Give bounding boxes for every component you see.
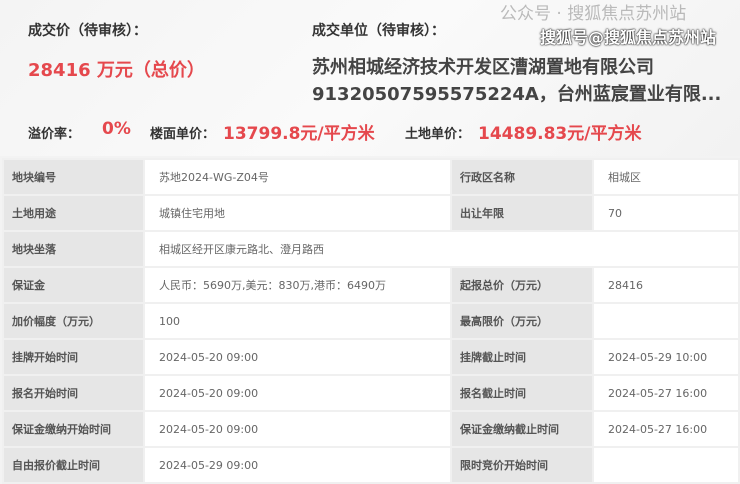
field-label: 最高限价（万元） bbox=[450, 302, 594, 340]
price-value: 28416 万元（总价） bbox=[28, 60, 205, 81]
table-row: 挂牌开始时间 2024-05-20 09:00 挂牌截止时间 2024-05-29 1… bbox=[2, 338, 740, 376]
field-label: 地块编号 bbox=[2, 158, 145, 196]
field-label: 保证金 bbox=[2, 266, 145, 304]
land-info-body: 地块编号 苏地2024-WG-Z04号 行政区名称 相城区 土地用途 城镇住宅用地 出让年限… bbox=[2, 158, 740, 484]
floor-price-value: 13799.8元/平方米 bbox=[223, 124, 375, 144]
field-value: 2024-05-20 09:00 bbox=[143, 410, 452, 448]
winner-label: 成交单位（待审核）： bbox=[312, 23, 445, 39]
field-value: 2024-05-29 09:00 bbox=[143, 446, 452, 484]
field-value bbox=[592, 302, 740, 340]
field-value: 2024-05-20 09:00 bbox=[143, 374, 452, 412]
field-label: 限时竞价开始时间 bbox=[450, 446, 594, 484]
field-value: 苏地2024-WG-Z04号 bbox=[143, 158, 452, 196]
field-value: 2024-05-29 10:00 bbox=[592, 338, 740, 376]
price-label: 成交价（待审核）： bbox=[28, 23, 147, 39]
table-row: 保证金 人民币：5690万,美元：830万,港币：6490万 起报总价（万元） 284… bbox=[2, 266, 740, 304]
field-label: 土地用途 bbox=[2, 194, 145, 232]
deal-summary: 成交价（待审核）： 28416 万元（总价） 成交单位（待审核）： 苏州相城经济… bbox=[0, 0, 740, 156]
winner-line2: 91320507595575224A，台州蓝宸置业有限... bbox=[312, 84, 722, 105]
field-label: 出让年限 bbox=[450, 194, 594, 232]
table-row: 报名开始时间 2024-05-20 09:00 报名截止时间 2024-05-27 1… bbox=[2, 374, 740, 412]
field-value: 2024-05-27 16:00 bbox=[592, 410, 740, 448]
field-value: 城镇住宅用地 bbox=[143, 194, 452, 232]
premium-label: 溢价率： bbox=[28, 127, 81, 142]
field-value: 相城区经开区康元路北、澄月路西 bbox=[143, 230, 740, 268]
field-label: 报名截止时间 bbox=[450, 374, 594, 412]
field-value: 100 bbox=[143, 302, 452, 340]
field-label: 报名开始时间 bbox=[2, 374, 145, 412]
land-price-label: 土地单价： bbox=[405, 127, 471, 142]
field-label: 挂牌截止时间 bbox=[450, 338, 594, 376]
floor-price-label: 楼面单价： bbox=[150, 127, 216, 142]
field-label: 起报总价（万元） bbox=[450, 266, 594, 304]
field-value: 2024-05-27 16:00 bbox=[592, 374, 740, 412]
table-row: 加价幅度（万元） 100 最高限价（万元） bbox=[2, 302, 740, 340]
field-value: 28416 bbox=[592, 266, 740, 304]
field-value bbox=[592, 446, 740, 484]
table-row: 地块坐落 相城区经开区康元路北、澄月路西 bbox=[2, 230, 740, 268]
table-row: 自由报价截止时间 2024-05-29 09:00 限时竞价开始时间 bbox=[2, 446, 740, 484]
field-label: 挂牌开始时间 bbox=[2, 338, 145, 376]
table-row: 土地用途 城镇住宅用地 出让年限 70 bbox=[2, 194, 740, 232]
field-value: 2024-05-20 09:00 bbox=[143, 338, 452, 376]
land-info-table: 地块编号 苏地2024-WG-Z04号 行政区名称 相城区 土地用途 城镇住宅用地 出让年限… bbox=[2, 158, 740, 484]
field-label: 自由报价截止时间 bbox=[2, 446, 145, 484]
table-row: 保证金缴纳开始时间 2024-05-20 09:00 保证金缴纳截止时间 2024-0… bbox=[2, 410, 740, 448]
field-value: 人民币：5690万,美元：830万,港币：6490万 bbox=[143, 266, 452, 304]
land-price-value: 14489.83元/平方米 bbox=[478, 124, 642, 144]
premium-value: 0% bbox=[102, 119, 131, 139]
watermark-wechat: 公众号 · 搜狐焦点苏州站 bbox=[500, 4, 687, 24]
table-row: 地块编号 苏地2024-WG-Z04号 行政区名称 相城区 bbox=[2, 158, 740, 196]
watermark-sohu: 搜狐号@搜狐焦点苏州站 bbox=[540, 28, 717, 47]
field-label: 加价幅度（万元） bbox=[2, 302, 145, 340]
field-label: 保证金缴纳截止时间 bbox=[450, 410, 594, 448]
field-value: 相城区 bbox=[592, 158, 740, 196]
field-label: 保证金缴纳开始时间 bbox=[2, 410, 145, 448]
winner-line1: 苏州相城经济技术开发区漕湖置地有限公司 bbox=[312, 57, 654, 78]
field-label: 地块坐落 bbox=[2, 230, 145, 268]
field-value: 70 bbox=[592, 194, 740, 232]
field-label: 行政区名称 bbox=[450, 158, 594, 196]
